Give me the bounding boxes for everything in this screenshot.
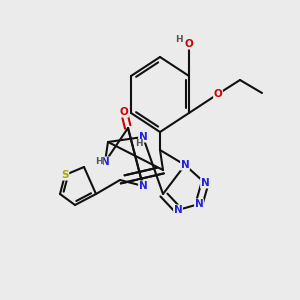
Text: O: O xyxy=(184,39,194,49)
Text: O: O xyxy=(214,89,222,99)
Text: H: H xyxy=(175,34,183,43)
Text: H: H xyxy=(95,158,103,166)
Text: N: N xyxy=(139,132,147,142)
Text: N: N xyxy=(201,178,209,188)
Text: N: N xyxy=(174,205,182,215)
Text: O: O xyxy=(120,107,128,117)
Text: N: N xyxy=(139,181,147,191)
Text: S: S xyxy=(61,170,69,180)
Text: N: N xyxy=(195,199,203,209)
Text: N: N xyxy=(100,157,109,167)
Text: N: N xyxy=(181,160,189,170)
Text: H: H xyxy=(135,140,143,148)
